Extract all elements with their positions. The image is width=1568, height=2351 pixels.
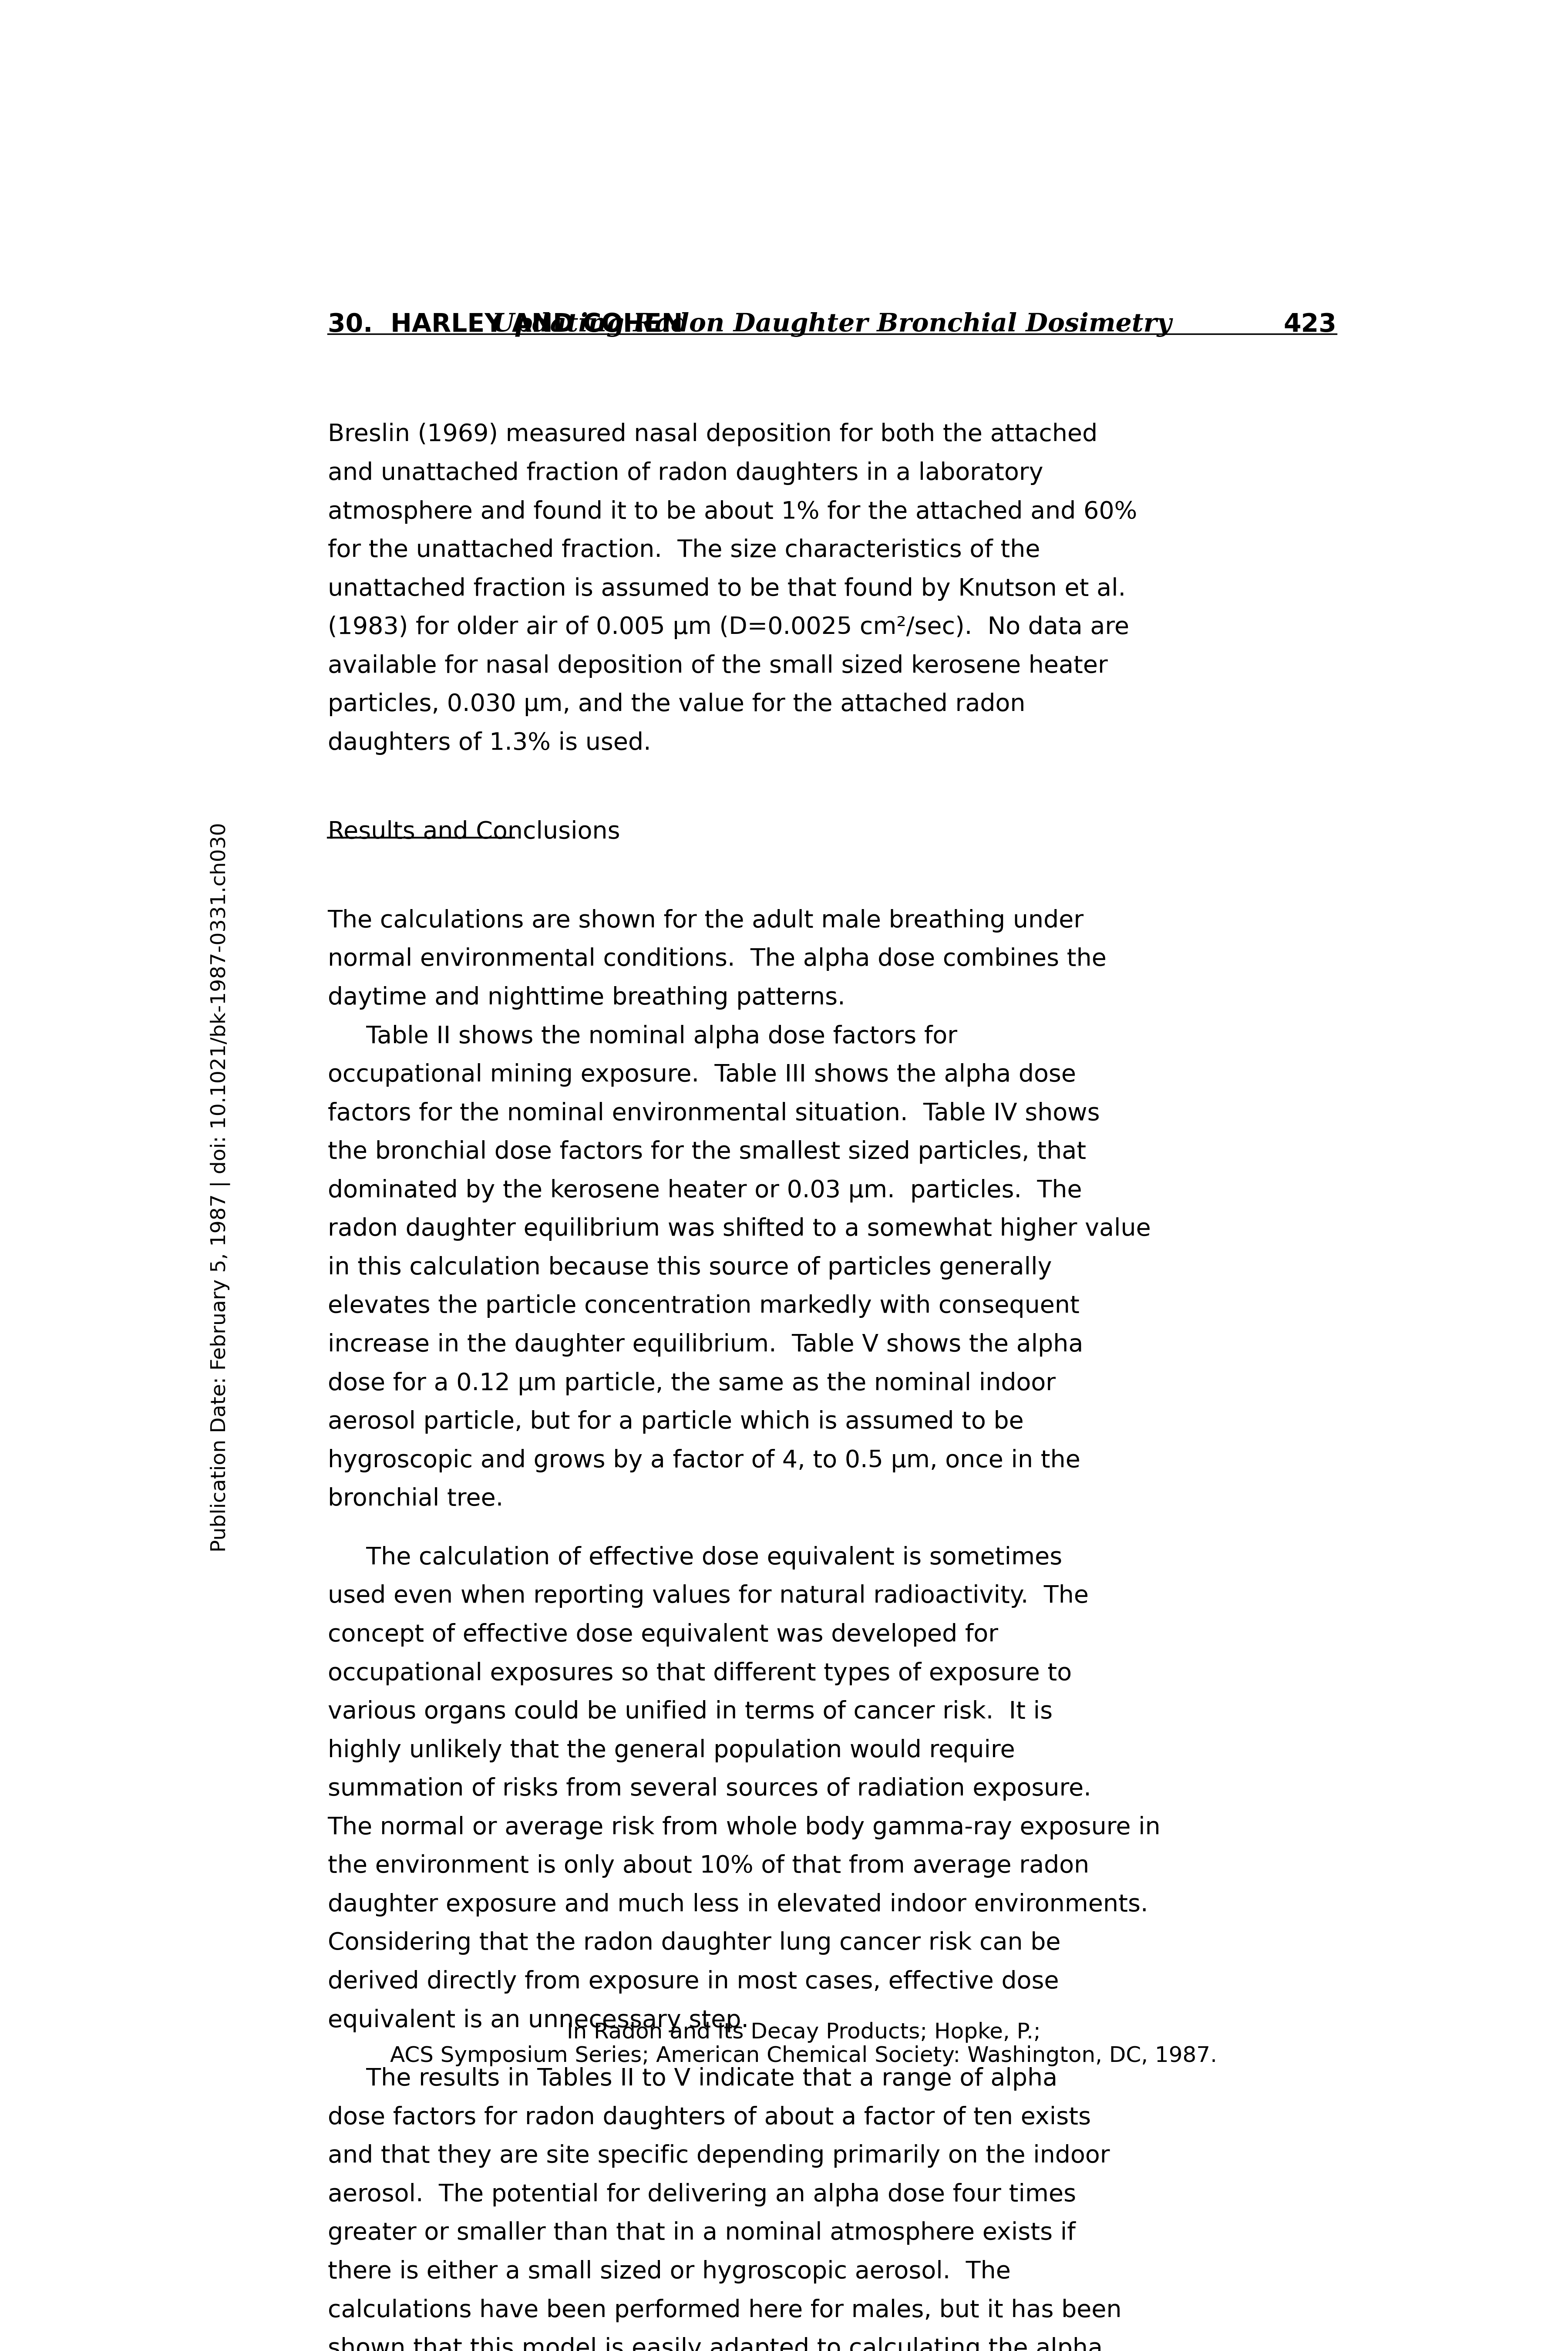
Text: used even when reporting values for natural radioactivity.  The: used even when reporting values for natu… — [328, 1585, 1088, 1608]
Text: and that they are site specific depending primarily on the indoor: and that they are site specific dependin… — [328, 2144, 1110, 2168]
Text: Publication Date: February 5, 1987 | doi: 10.1021/bk-1987-0331.ch030: Publication Date: February 5, 1987 | doi… — [210, 823, 230, 1552]
Text: (1983) for older air of 0.005 μm (D=0.0025 cm²/sec).  No data are: (1983) for older air of 0.005 μm (D=0.00… — [328, 616, 1129, 639]
Text: particles, 0.030 μm, and the value for the attached radon: particles, 0.030 μm, and the value for t… — [328, 694, 1025, 717]
Text: atmosphere and found it to be about 1% for the attached and 60%: atmosphere and found it to be about 1% f… — [328, 501, 1137, 524]
Text: The calculation of effective dose equivalent is sometimes: The calculation of effective dose equiva… — [328, 1547, 1062, 1570]
Text: elevates the particle concentration markedly with consequent: elevates the particle concentration mark… — [328, 1295, 1079, 1319]
Text: available for nasal deposition of the small sized kerosene heater: available for nasal deposition of the sm… — [328, 654, 1107, 677]
Text: the bronchial dose factors for the smallest sized particles, that: the bronchial dose factors for the small… — [328, 1140, 1087, 1164]
Text: The normal or average risk from whole body gamma-ray exposure in: The normal or average risk from whole bo… — [328, 1815, 1160, 1838]
Text: increase in the daughter equilibrium.  Table V shows the alpha: increase in the daughter equilibrium. Ta… — [328, 1333, 1083, 1357]
Text: 423: 423 — [1283, 313, 1336, 336]
Text: the environment is only about 10% of that from average radon: the environment is only about 10% of tha… — [328, 1855, 1090, 1878]
Text: occupational exposures so that different types of exposure to: occupational exposures so that different… — [328, 1662, 1071, 1686]
Text: Table II shows the nominal alpha dose factors for: Table II shows the nominal alpha dose fa… — [328, 1025, 956, 1049]
Text: summation of risks from several sources of radiation exposure.: summation of risks from several sources … — [328, 1777, 1091, 1801]
Text: daytime and nighttime breathing patterns.: daytime and nighttime breathing patterns… — [328, 985, 845, 1009]
Text: bronchial tree.: bronchial tree. — [328, 1488, 503, 1512]
Text: normal environmental conditions.  The alpha dose combines the: normal environmental conditions. The alp… — [328, 947, 1107, 971]
Text: The results in Tables II to V indicate that a range of alpha: The results in Tables II to V indicate t… — [328, 2067, 1057, 2090]
Text: hygroscopic and grows by a factor of 4, to 0.5 μm, once in the: hygroscopic and grows by a factor of 4, … — [328, 1448, 1080, 1472]
Text: occupational mining exposure.  Table III shows the alpha dose: occupational mining exposure. Table III … — [328, 1063, 1076, 1086]
Text: in this calculation because this source of particles generally: in this calculation because this source … — [328, 1255, 1052, 1279]
Text: equivalent is an unnecessary step.: equivalent is an unnecessary step. — [328, 2008, 748, 2031]
Text: factors for the nominal environmental situation.  Table IV shows: factors for the nominal environmental si… — [328, 1103, 1099, 1126]
Text: for the unattached fraction.  The size characteristics of the: for the unattached fraction. The size ch… — [328, 538, 1040, 562]
Text: daughter exposure and much less in elevated indoor environments.: daughter exposure and much less in eleva… — [328, 1893, 1148, 1916]
Text: Results and Conclusions: Results and Conclusions — [328, 820, 619, 844]
Text: dose for a 0.12 μm particle, the same as the nominal indoor: dose for a 0.12 μm particle, the same as… — [328, 1371, 1055, 1394]
Text: Breslin (1969) measured nasal deposition for both the attached: Breslin (1969) measured nasal deposition… — [328, 423, 1098, 447]
Text: greater or smaller than that in a nominal atmosphere exists if: greater or smaller than that in a nomina… — [328, 2222, 1076, 2245]
Text: dose factors for radon daughters of about a factor of ten exists: dose factors for radon daughters of abou… — [328, 2106, 1091, 2130]
Text: unattached fraction is assumed to be that found by Knutson et al.: unattached fraction is assumed to be tha… — [328, 576, 1126, 600]
Text: aerosol particle, but for a particle which is assumed to be: aerosol particle, but for a particle whi… — [328, 1411, 1024, 1434]
Text: shown that this model is easily adapted to calculating the alpha: shown that this model is easily adapted … — [328, 2337, 1102, 2351]
Text: 30.  HARLEY AND COHEN: 30. HARLEY AND COHEN — [328, 313, 682, 336]
Text: Considering that the radon daughter lung cancer risk can be: Considering that the radon daughter lung… — [328, 1933, 1060, 1956]
Text: ACS Symposium Series; American Chemical Society: Washington, DC, 1987.: ACS Symposium Series; American Chemical … — [390, 2045, 1217, 2067]
Text: daughters of 1.3% is used.: daughters of 1.3% is used. — [328, 731, 651, 755]
Text: The calculations are shown for the adult male breathing under: The calculations are shown for the adult… — [328, 910, 1083, 933]
Text: calculations have been performed here for males, but it has been: calculations have been performed here fo… — [328, 2299, 1121, 2323]
Text: radon daughter equilibrium was shifted to a somewhat higher value: radon daughter equilibrium was shifted t… — [328, 1218, 1151, 1241]
Text: concept of effective dose equivalent was developed for: concept of effective dose equivalent was… — [328, 1622, 997, 1646]
Text: highly unlikely that the general population would require: highly unlikely that the general populat… — [328, 1740, 1014, 1763]
Text: In Radon and Its Decay Products; Hopke, P.;: In Radon and Its Decay Products; Hopke, … — [566, 2022, 1041, 2043]
Text: and unattached fraction of radon daughters in a laboratory: and unattached fraction of radon daughte… — [328, 461, 1043, 484]
Text: dominated by the kerosene heater or 0.03 μm.  particles.  The: dominated by the kerosene heater or 0.03… — [328, 1178, 1082, 1201]
Text: there is either a small sized or hygroscopic aerosol.  The: there is either a small sized or hygrosc… — [328, 2259, 1010, 2283]
Text: various organs could be unified in terms of cancer risk.  It is: various organs could be unified in terms… — [328, 1700, 1052, 1723]
Text: Updating Radon Daughter Bronchial Dosimetry: Updating Radon Daughter Bronchial Dosime… — [492, 313, 1171, 336]
Text: aerosol.  The potential for delivering an alpha dose four times: aerosol. The potential for delivering an… — [328, 2182, 1076, 2205]
Text: derived directly from exposure in most cases, effective dose: derived directly from exposure in most c… — [328, 1970, 1058, 1994]
